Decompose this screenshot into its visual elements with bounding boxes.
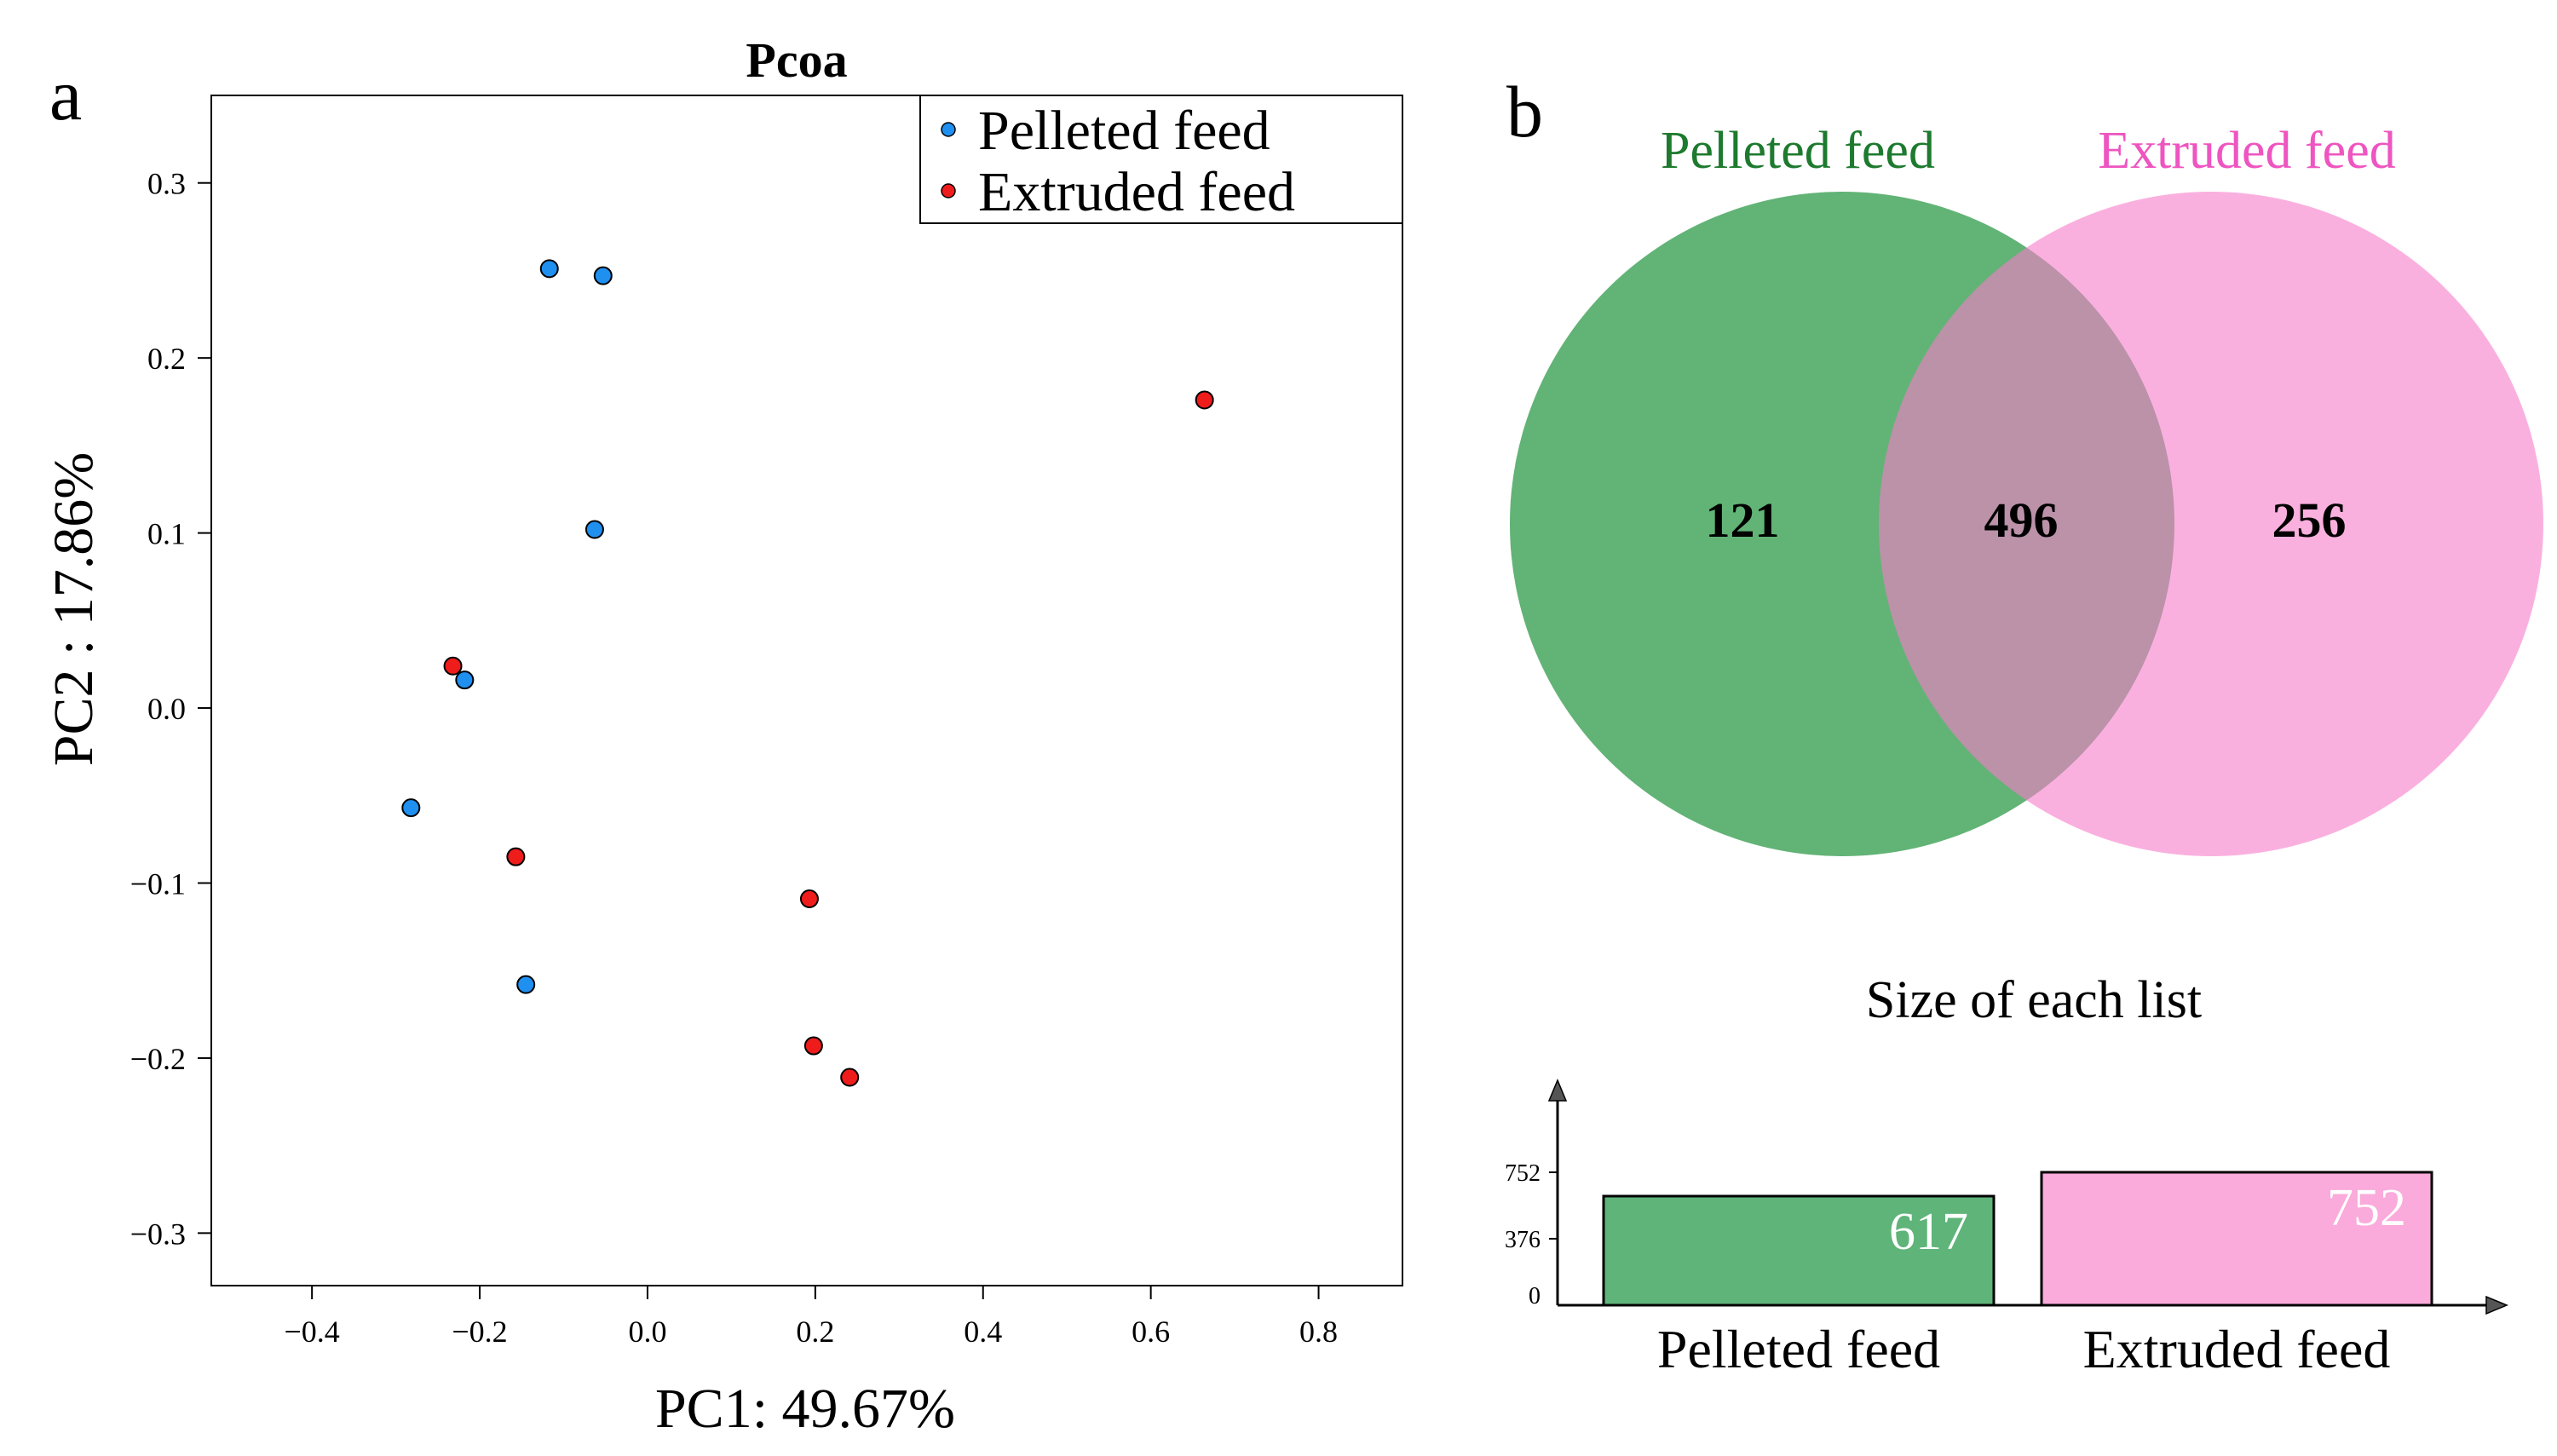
pcoa-y-tick-label: 0.3	[147, 167, 186, 201]
pcoa-point-pelleted-feed	[401, 798, 421, 818]
pcoa-plot: Pcoa −0.4 −0.2 0.0 0.2 0.4 0.6 0.8 0.30.20.10.…	[43, 32, 1403, 1440]
bar-x-axis-arrow	[2485, 1295, 2508, 1315]
bar-y-axis-arrow	[1547, 1079, 1568, 1102]
pcoa-x-axis-label: PC1: 49.67%	[655, 1378, 955, 1440]
pcoa-x-axis: −0.4 −0.2 0.0 0.2 0.4 0.6 0.8	[284, 1286, 1338, 1349]
pcoa-point-extruded-feed	[506, 847, 526, 866]
bar-pelleted-feed	[1602, 1194, 1995, 1307]
venn-circle-extruded-feed	[1879, 192, 2543, 856]
bar-y-ticks: 0 376 752	[1505, 1160, 1558, 1309]
pcoa-y-tick-label: 0.1	[147, 517, 186, 551]
list-size-bar-chart: Size of each list 0 376 752 617 Pelleted fe…	[1505, 971, 2508, 1379]
pcoa-point-pelleted-feed	[455, 670, 475, 690]
pcoa-point-pelleted-feed	[593, 266, 613, 285]
pcoa-x-tick-label: −0.2	[452, 1315, 507, 1349]
bar-value-label-extruded-feed: 752	[2327, 1179, 2406, 1237]
pcoa-title: Pcoa	[746, 32, 847, 88]
pcoa-legend: Pelleted feed Extruded feed	[919, 95, 1403, 224]
bar-y-tick-label: 0	[1529, 1283, 1541, 1309]
bar-y-tick-label: 376	[1505, 1227, 1541, 1253]
pcoa-x-tick-label: 0.4	[964, 1315, 1002, 1349]
bar-chart-title: Size of each list	[1866, 971, 2202, 1029]
venn-diagram: Pelleted feed Extruded feed 121 496 256	[1510, 122, 2543, 856]
pcoa-x-tick-label: 0.6	[1132, 1315, 1170, 1349]
pcoa-point-extruded-feed	[803, 1036, 823, 1056]
venn-count-pelleted-only: 121	[1706, 492, 1780, 548]
pcoa-y-tick-label: −0.1	[130, 866, 186, 901]
pcoa-x-tick-label: 0.0	[628, 1315, 666, 1349]
pcoa-point-extruded-feed	[799, 889, 819, 908]
pcoa-x-tick-label: −0.4	[284, 1315, 339, 1349]
venn-count-intersection: 496	[1984, 492, 2059, 548]
pcoa-points	[401, 259, 1214, 1087]
pcoa-point-pelleted-feed	[539, 259, 559, 279]
panel-label-b: b	[1506, 71, 1543, 153]
bar-value-label-pelleted-feed: 617	[1889, 1203, 1968, 1261]
venn-set-label-extruded-feed: Extruded feed	[2098, 122, 2395, 180]
pcoa-point-extruded-feed	[840, 1068, 860, 1087]
legend-marker-pelleted-feed	[941, 122, 956, 137]
pcoa-point-pelleted-feed	[585, 520, 604, 539]
pcoa-point-pelleted-feed	[516, 975, 536, 994]
pcoa-y-tick-label: 0.2	[147, 342, 186, 376]
venn-count-extruded-only: 256	[2272, 492, 2347, 548]
bar-category-label-pelleted-feed: Pelleted feed	[1657, 1319, 1940, 1379]
pcoa-x-tick-label: 0.2	[796, 1315, 834, 1349]
bar-category-label-extruded-feed: Extruded feed	[2083, 1319, 2391, 1379]
pcoa-y-axis: 0.3 0.2 0.1 0.0 −0.1 −0.2 −0.3	[130, 167, 211, 1251]
panel-label-a: a	[49, 54, 82, 135]
legend-marker-extruded-feed	[941, 183, 956, 199]
pcoa-y-tick-label: −0.2	[130, 1042, 186, 1076]
legend-label-pelleted-feed: Pelleted feed	[978, 100, 1270, 162]
pcoa-y-tick-label: 0.0	[147, 692, 186, 726]
pcoa-x-tick-label: 0.8	[1299, 1315, 1338, 1349]
legend-box	[919, 95, 1403, 224]
pcoa-y-tick-label: −0.3	[130, 1217, 186, 1251]
pcoa-y-axis-label: PC2 : 17.86%	[43, 452, 105, 767]
pcoa-plot-frame	[210, 95, 1403, 1286]
venn-set-label-pelleted-feed: Pelleted feed	[1661, 122, 1935, 180]
pcoa-point-extruded-feed	[1195, 390, 1214, 410]
bar-y-tick-label: 752	[1505, 1160, 1541, 1187]
bar-extruded-feed	[2040, 1171, 2433, 1307]
bar-marks: 617 Pelleted feed 752 Extruded feed	[1602, 1171, 2433, 1379]
pcoa-point-extruded-feed	[443, 656, 463, 676]
legend-label-extruded-feed: Extruded feed	[978, 161, 1295, 223]
